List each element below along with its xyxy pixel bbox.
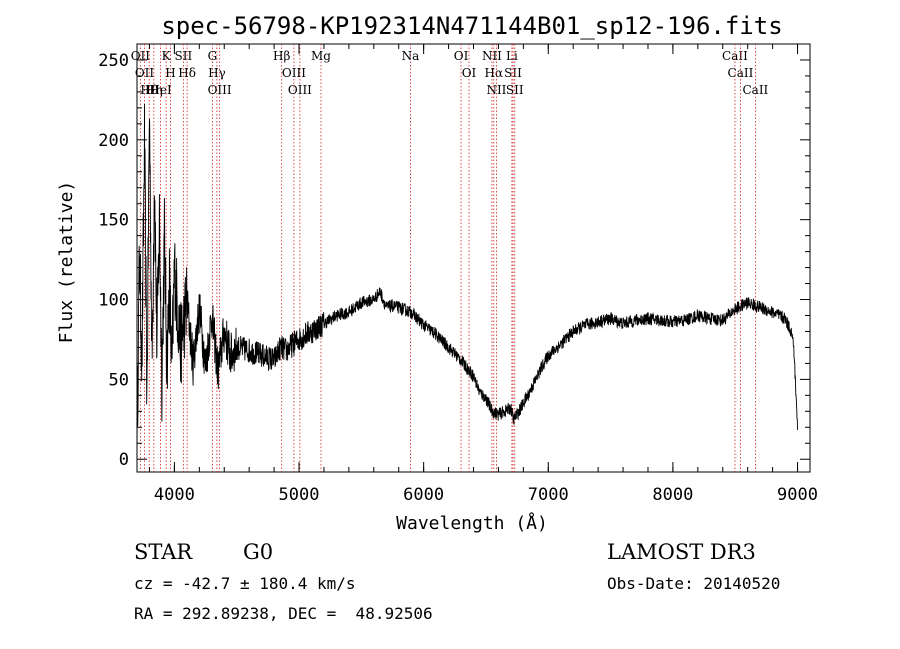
line-marker-label-13: OIII <box>282 66 306 80</box>
object-class: STAR <box>134 540 193 564</box>
line-marker-label-22: Li <box>506 49 518 63</box>
line-marker-label-26: CaII <box>728 66 754 80</box>
x-tick-label-0: 4000 <box>154 485 195 505</box>
line-marker-label-5: K <box>162 49 172 63</box>
line-marker-label-7: SII <box>175 49 193 63</box>
line-marker-label-23: SII <box>504 66 522 80</box>
line-marker-label-16: Na <box>402 49 420 63</box>
x-axis-ticks: 4000 5000 6000 7000 8000 9000 <box>148 44 818 505</box>
line-marker-label-10: Hγ <box>208 66 226 80</box>
line-marker-label-19: NII <box>482 49 502 63</box>
line-marker-label-25: CaII <box>722 49 748 63</box>
survey-name: LAMOST DR3 <box>607 540 756 564</box>
line-marker-label-18: OI <box>462 66 477 80</box>
line-marker-label-15: Mg <box>311 49 331 63</box>
y-tick-label-0: 0 <box>119 450 129 470</box>
spectral-subclass: G0 <box>243 540 274 564</box>
line-marker-label-24: SII <box>506 83 524 97</box>
x-axis-label: Wavelength (Å) <box>396 512 548 534</box>
line-marker-label-9: G <box>208 49 218 63</box>
coordinates: RA = 292.89238, DEC = 48.92506 <box>134 604 433 623</box>
flux-series <box>136 103 798 473</box>
line-marker-label-11: OIII <box>208 83 232 97</box>
y-axis-ticks: 0 50 100 150 200 250 <box>98 51 810 470</box>
observation-date: Obs-Date: 20140520 <box>607 574 781 593</box>
x-tick-label-3: 7000 <box>528 485 569 505</box>
line-marker-label-21: NII <box>486 83 506 97</box>
x-tick-label-1: 5000 <box>279 485 320 505</box>
line-marker-label-8: Hδ <box>178 66 196 80</box>
y-tick-label-2: 100 <box>98 291 129 311</box>
line-marker-label-20: Hα <box>485 66 504 80</box>
plot-frame <box>136 43 811 473</box>
line-marker-label-1: OII <box>135 66 155 80</box>
x-tick-label-2: 6000 <box>403 485 444 505</box>
line-marker-label-0: OII <box>131 49 151 63</box>
y-tick-label-4: 200 <box>98 131 129 151</box>
line-marker-label-17: OI <box>454 49 469 63</box>
y-tick-label-5: 250 <box>98 51 129 71</box>
line-marker-label-3: Hη <box>145 83 163 97</box>
line-marker-label-27: CaII <box>742 83 768 97</box>
y-tick-label-1: 50 <box>109 370 129 390</box>
redshift-velocity: cz = -42.7 ± 180.4 km/s <box>134 574 356 593</box>
line-marker-label-12: Hβ <box>273 49 290 63</box>
line-marker-label-4: HeI <box>149 83 172 97</box>
y-tick-label-3: 150 <box>98 211 129 231</box>
chart-title: spec-56798-KP192314N471144B01_sp12-196.f… <box>161 12 782 40</box>
flux-line-0 <box>136 103 798 473</box>
y-axis-label: Flux (relative) <box>56 181 77 344</box>
x-tick-label-5: 9000 <box>777 485 818 505</box>
line-marker-label-14: OIII <box>288 83 312 97</box>
line-marker-label-6: H <box>165 66 175 80</box>
x-tick-label-4: 8000 <box>652 485 693 505</box>
